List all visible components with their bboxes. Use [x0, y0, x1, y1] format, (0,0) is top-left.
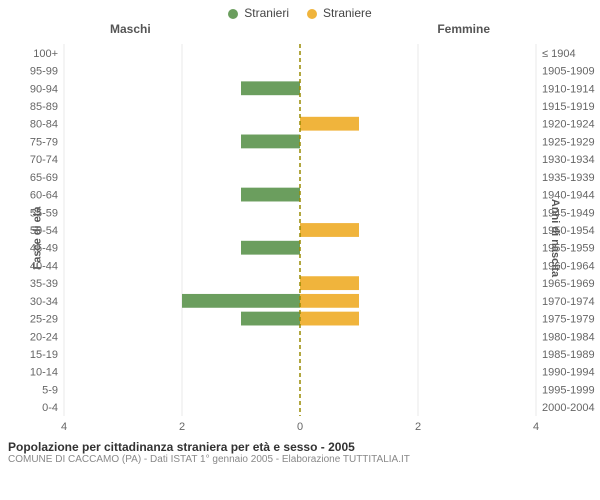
svg-text:1905-1909: 1905-1909 [542, 66, 595, 78]
svg-text:≤ 1904: ≤ 1904 [542, 48, 576, 60]
bar-male [241, 241, 300, 255]
column-headers: Maschi Femmine [0, 22, 600, 40]
svg-text:75-79: 75-79 [30, 136, 58, 148]
svg-text:80-84: 80-84 [30, 119, 58, 131]
svg-text:10-14: 10-14 [30, 367, 58, 379]
svg-text:2000-2004: 2000-2004 [542, 402, 595, 414]
legend-female-label: Straniere [323, 6, 372, 20]
bar-male [241, 312, 300, 326]
svg-text:85-89: 85-89 [30, 101, 58, 113]
header-left: Maschi [110, 22, 151, 36]
svg-text:50-54: 50-54 [30, 225, 58, 237]
svg-text:15-19: 15-19 [30, 349, 58, 361]
svg-text:1970-1974: 1970-1974 [542, 296, 595, 308]
svg-text:4: 4 [533, 421, 539, 433]
svg-text:90-94: 90-94 [30, 83, 58, 95]
legend: Stranieri Straniere [0, 0, 600, 22]
bar-male [241, 135, 300, 149]
svg-text:60-64: 60-64 [30, 190, 58, 202]
pyramid-svg: 4 2 0 2 4 100+ ≤ 1904 95-99 1905-1909 90-94 1910-1… [0, 40, 600, 436]
header-right: Femmine [437, 22, 490, 36]
svg-text:1945-1949: 1945-1949 [542, 207, 595, 219]
svg-text:1910-1914: 1910-1914 [542, 83, 595, 95]
svg-text:40-44: 40-44 [30, 260, 58, 272]
svg-text:30-34: 30-34 [30, 296, 58, 308]
bar-male [241, 188, 300, 202]
svg-text:1965-1969: 1965-1969 [542, 278, 595, 290]
svg-text:1930-1934: 1930-1934 [542, 154, 595, 166]
svg-text:5-9: 5-9 [42, 384, 58, 396]
bar-female [300, 117, 359, 131]
bar-male [182, 294, 300, 308]
bar-female [300, 294, 359, 308]
svg-text:25-29: 25-29 [30, 314, 58, 326]
bar-female [300, 312, 359, 326]
svg-text:1925-1929: 1925-1929 [542, 136, 595, 148]
svg-text:2: 2 [415, 421, 421, 433]
svg-text:4: 4 [61, 421, 67, 433]
bar-female [300, 276, 359, 290]
svg-text:65-69: 65-69 [30, 172, 58, 184]
legend-male: Stranieri [228, 6, 289, 20]
svg-text:1960-1964: 1960-1964 [542, 260, 595, 272]
svg-text:1955-1959: 1955-1959 [542, 243, 595, 255]
svg-text:1990-1994: 1990-1994 [542, 367, 595, 379]
legend-male-label: Stranieri [244, 6, 289, 20]
pyramid-plot: Fasce di età Anni di nascita 42024100+≤ … [0, 40, 600, 436]
bar-female [300, 223, 359, 237]
svg-text:1935-1939: 1935-1939 [542, 172, 595, 184]
svg-text:20-24: 20-24 [30, 331, 58, 343]
chart-title: Popolazione per cittadinanza straniera p… [0, 436, 600, 454]
svg-text:45-49: 45-49 [30, 243, 58, 255]
svg-text:0-4: 0-4 [42, 402, 58, 414]
svg-text:1975-1979: 1975-1979 [542, 314, 595, 326]
svg-text:100+: 100+ [33, 48, 58, 60]
svg-text:0: 0 [297, 421, 303, 433]
svg-text:55-59: 55-59 [30, 207, 58, 219]
svg-text:1995-1999: 1995-1999 [542, 384, 595, 396]
chart-subtitle: COMUNE DI CACCAMO (PA) - Dati ISTAT 1° g… [0, 454, 600, 471]
svg-text:95-99: 95-99 [30, 66, 58, 78]
bar-male [241, 81, 300, 95]
svg-text:70-74: 70-74 [30, 154, 58, 166]
svg-text:1985-1989: 1985-1989 [542, 349, 595, 361]
svg-text:1940-1944: 1940-1944 [542, 190, 595, 202]
svg-text:1950-1954: 1950-1954 [542, 225, 595, 237]
svg-text:1920-1924: 1920-1924 [542, 119, 595, 131]
svg-text:1915-1919: 1915-1919 [542, 101, 595, 113]
svg-text:35-39: 35-39 [30, 278, 58, 290]
svg-text:2: 2 [179, 421, 185, 433]
svg-text:1980-1984: 1980-1984 [542, 331, 595, 343]
legend-female: Straniere [307, 6, 372, 20]
